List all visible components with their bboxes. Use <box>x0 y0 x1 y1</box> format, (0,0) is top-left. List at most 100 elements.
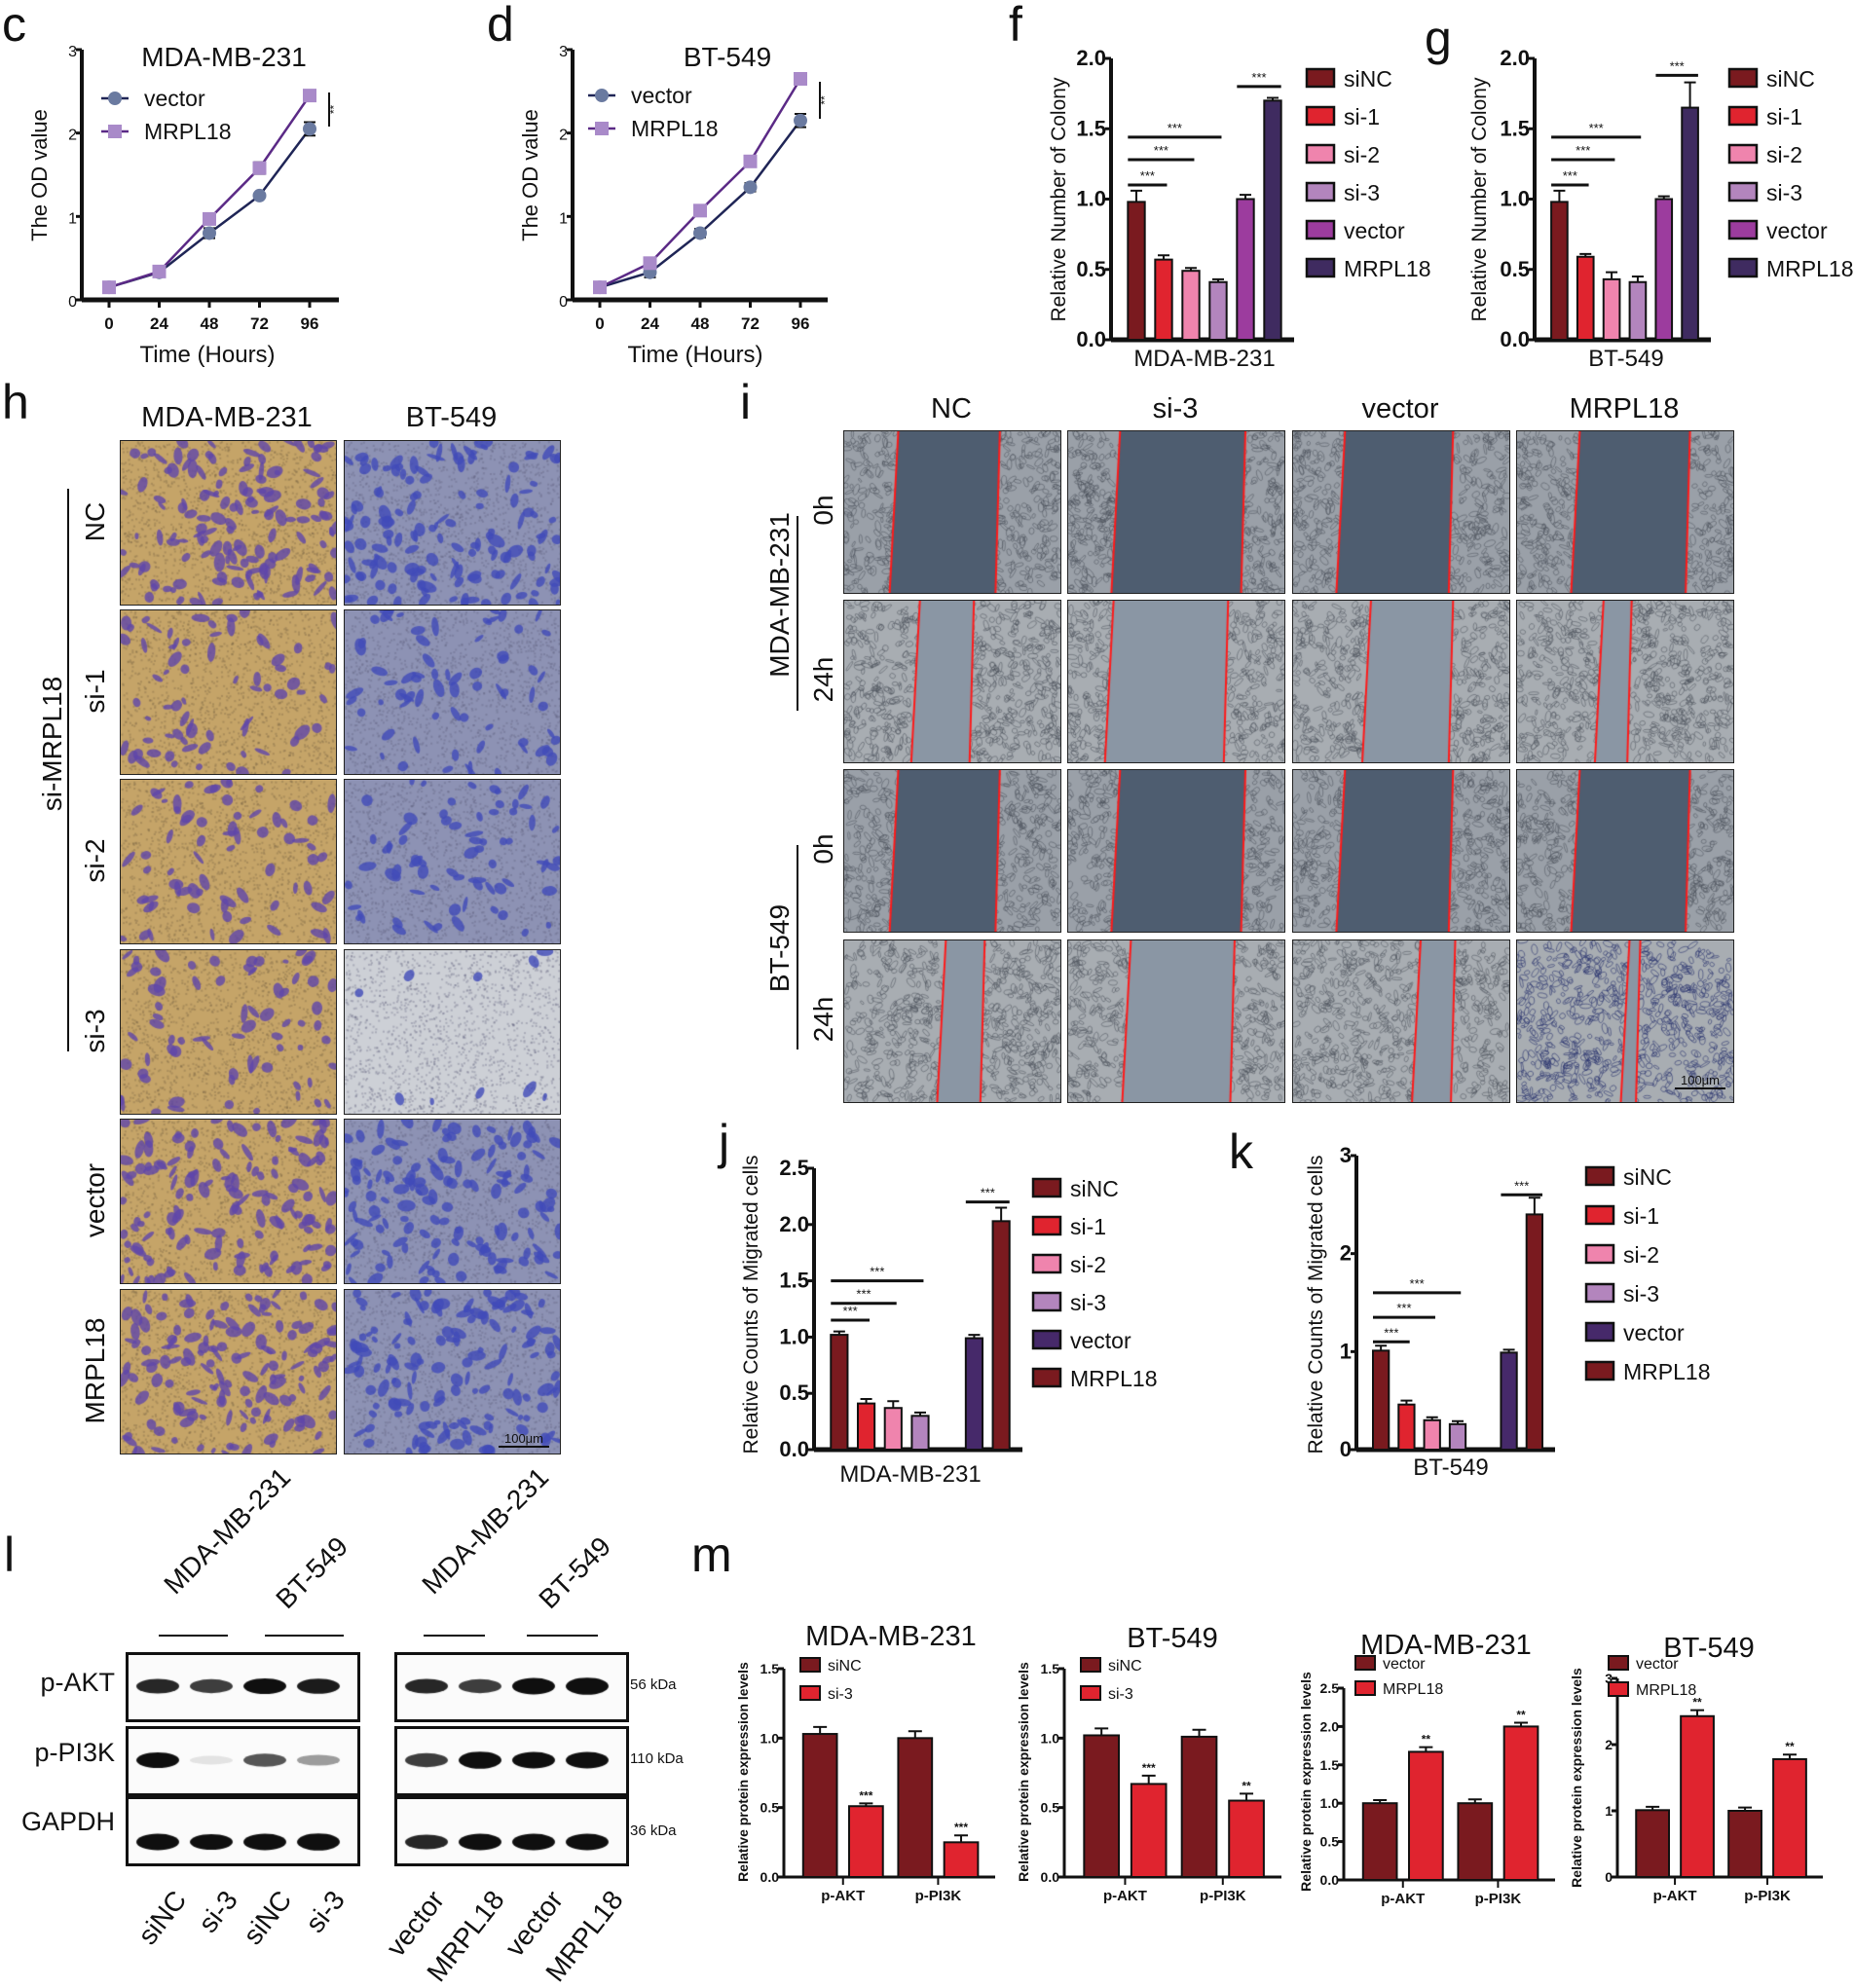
bar-vector <box>1500 1351 1518 1451</box>
scale-bar: 100μm <box>1675 1073 1725 1089</box>
legend-swatch <box>1727 67 1759 89</box>
legend-label: vector <box>1383 1656 1426 1673</box>
y-tick-label: 2 <box>1340 1241 1352 1266</box>
blot-p-pi3k <box>394 1726 629 1796</box>
series-line-mrpl18 <box>599 78 802 289</box>
legend-swatch <box>1031 1329 1062 1350</box>
y-tick-label: 1.5 <box>1076 116 1106 140</box>
y-axis-label: Relative Number of Colony <box>1468 77 1491 321</box>
data-point <box>203 211 216 226</box>
legend-swatch <box>799 1685 821 1701</box>
wound-image <box>843 769 1061 933</box>
y-tick-label: 2 <box>68 128 77 144</box>
significance-label: *** <box>1410 1276 1425 1291</box>
legend-label: si-1 <box>1623 1203 1659 1229</box>
protein-label: p-PI3K <box>34 1738 115 1767</box>
y-tick-label: 1.0 <box>779 1324 809 1348</box>
legend-marker <box>108 92 122 105</box>
legend-swatch <box>1305 219 1336 240</box>
legend-label: si-2 <box>1623 1242 1659 1268</box>
transwell-image <box>344 1289 561 1454</box>
legend-swatch <box>1354 1680 1376 1696</box>
x-axis-label: MDA-MB-231 <box>1133 346 1275 372</box>
group-bracket-line <box>797 845 798 1049</box>
y-axis-label: The OD value <box>518 109 542 241</box>
transwell-image <box>120 609 337 775</box>
wound-image <box>843 939 1061 1103</box>
legend-label: si-3 <box>1623 1281 1659 1307</box>
error-bar <box>1553 189 1566 202</box>
legend-label: MRPL18 <box>1070 1366 1157 1391</box>
legend-label: si-2 <box>1344 142 1380 167</box>
bar-si-2 <box>1423 1418 1441 1452</box>
y-tick-label: 0 <box>559 294 568 311</box>
y-tick-label: 3 <box>559 44 568 60</box>
significance-label: *** <box>1154 143 1168 158</box>
molecular-weight-label: 110 kDa <box>630 1750 684 1767</box>
error-bar <box>1606 271 1618 279</box>
y-tick-label: 1.5 <box>1041 1661 1060 1676</box>
legend-swatch <box>1727 143 1759 165</box>
group-bracket-line <box>797 516 798 711</box>
significance-label: ** <box>1242 1779 1251 1792</box>
legend-label: si-3 <box>1766 180 1802 205</box>
legend-swatch <box>1584 1243 1615 1265</box>
legend-marker <box>108 125 122 138</box>
y-axis-label: Relative Counts of Migrated cells <box>1305 1156 1327 1454</box>
legend-swatch <box>1031 1215 1062 1236</box>
transwell-image <box>120 779 337 944</box>
significance-label: ** <box>1785 1740 1795 1753</box>
bar-si-3 <box>848 1805 884 1878</box>
molecular-weight-label: 36 kDa <box>630 1822 677 1839</box>
transwell-image <box>120 1119 337 1284</box>
y-tick-label: 1.5 <box>1320 1757 1340 1773</box>
legend-swatch <box>1584 1204 1615 1226</box>
legend-swatch <box>1305 181 1336 202</box>
legend-label: vector <box>1636 1656 1679 1673</box>
y-tick-label: 2.5 <box>779 1156 809 1180</box>
y-tick-label: 0.5 <box>1076 257 1106 281</box>
x-tick-label: p-AKT <box>821 1888 865 1904</box>
blot-p-pi3k <box>126 1726 360 1796</box>
group-bracket-line <box>67 489 69 1051</box>
significance-label: *** <box>1514 1178 1529 1193</box>
significance-label: *** <box>1563 168 1577 183</box>
data-point <box>794 71 807 86</box>
bar-si-1 <box>856 1402 876 1452</box>
bar-si-3 <box>1208 280 1228 342</box>
chart-g: 0.0 0.5 1.0 1.5 2.0 Relative Number of Colony… <box>1468 46 1853 372</box>
legend-marker <box>595 89 609 102</box>
y-tick-label: 0.0 <box>1076 327 1106 351</box>
y-tick-label: 0 <box>68 294 77 311</box>
wound-image <box>843 600 1061 763</box>
bar-si-3 <box>910 1415 930 1451</box>
error-bar <box>1528 1196 1540 1215</box>
y-tick-label: 0 <box>1340 1437 1352 1461</box>
y-tick-label: 1.0 <box>1076 187 1106 211</box>
legend-label: si-1 <box>1070 1214 1106 1239</box>
data-point <box>102 280 116 295</box>
bar-sinc <box>1550 201 1569 341</box>
series-line-vector <box>108 128 311 289</box>
legend-label: siNC <box>1108 1658 1142 1675</box>
panel-label-l: l <box>4 1528 16 1582</box>
y-tick-label: 2.0 <box>1320 1718 1340 1734</box>
panel-label-c: c <box>2 0 26 52</box>
significance-label: ** <box>1692 1696 1702 1710</box>
data-point <box>693 203 707 218</box>
protein-label: p-AKT <box>40 1668 115 1697</box>
wound-image <box>1067 939 1285 1103</box>
bar-vector <box>1457 1802 1494 1881</box>
legend-label: si-1 <box>1344 104 1380 129</box>
wound-column-header: si-3 <box>1152 393 1199 424</box>
x-axis-label: MDA-MB-231 <box>839 1461 981 1488</box>
transwell-image <box>344 1119 561 1284</box>
bar-si-2 <box>883 1407 903 1452</box>
y-tick-label: 2 <box>559 128 568 144</box>
chart-m2: 0.0 0.5 1.0 1.5 BT-549 Relative protein expre… <box>1016 1623 1281 1904</box>
y-tick-label: 0.0 <box>760 1869 780 1885</box>
y-tick-label: 0.5 <box>760 1800 780 1816</box>
legend-label: MRPL18 <box>1623 1359 1710 1384</box>
legend-swatch <box>1305 257 1336 278</box>
legend-label: si-3 <box>1344 180 1380 205</box>
